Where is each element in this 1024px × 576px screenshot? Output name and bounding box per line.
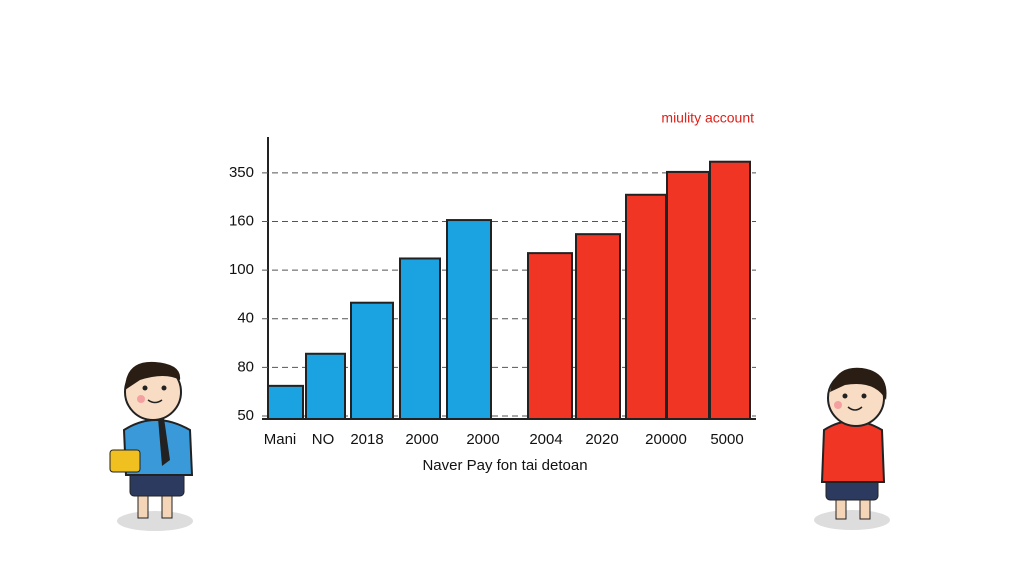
bar xyxy=(446,219,492,420)
y-tick-label: 160 xyxy=(229,212,254,229)
left-character xyxy=(109,361,194,531)
right-character xyxy=(814,367,890,530)
y-tick-label: 350 xyxy=(229,164,254,181)
bar xyxy=(305,352,346,420)
bar xyxy=(625,193,667,420)
bar xyxy=(666,170,710,420)
x-tick-label: 2004 xyxy=(529,431,562,448)
x-tick-label: 2000 xyxy=(466,431,499,448)
bar xyxy=(399,257,441,420)
y-tick-label: 40 xyxy=(237,310,254,327)
bar xyxy=(350,301,394,421)
y-tick-label: 100 xyxy=(229,261,254,278)
y-tick-label: 50 xyxy=(237,407,254,424)
x-tick-label: 2018 xyxy=(350,431,383,448)
x-tick-label: Mani xyxy=(264,431,297,448)
x-axis-label: Naver Pay fon tai detoan xyxy=(422,457,587,474)
x-tick-label: 2000 xyxy=(405,431,438,448)
bar xyxy=(527,252,573,420)
x-tick-label: 20000 xyxy=(645,431,687,448)
x-tick-label: NO xyxy=(312,431,335,448)
bar xyxy=(267,384,304,420)
chart-title: miulity account xyxy=(661,110,754,126)
x-tick-label: 2020 xyxy=(585,431,618,448)
bar xyxy=(575,233,621,420)
y-tick-label: 80 xyxy=(237,358,254,375)
x-tick-label: 5000 xyxy=(710,431,743,448)
bar xyxy=(709,160,751,420)
